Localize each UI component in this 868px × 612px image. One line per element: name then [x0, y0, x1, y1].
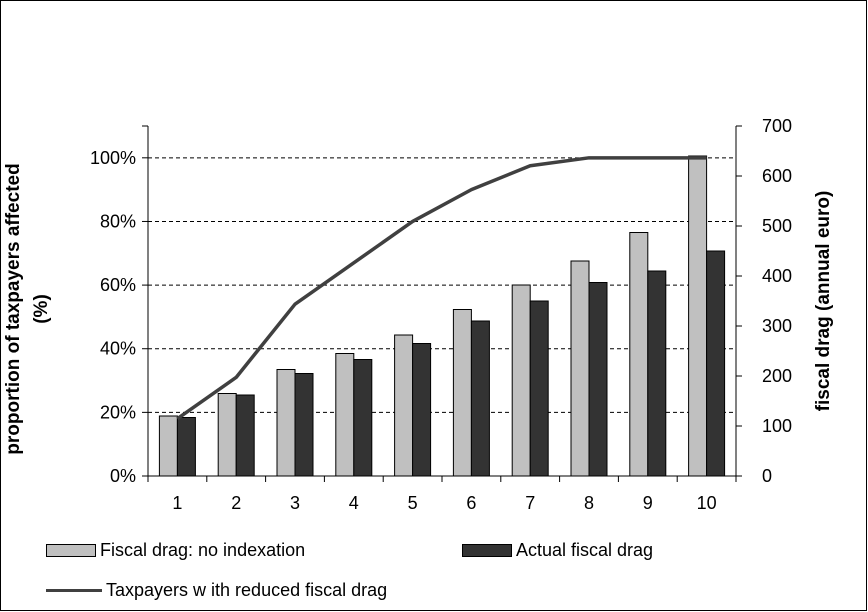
axes: [142, 125, 742, 482]
x-tick-label-8: 8: [584, 493, 594, 513]
bar-no-indexation-6: [452, 309, 472, 477]
bar-actual-6: [470, 320, 490, 477]
bar-actual-5: [412, 343, 432, 477]
bar-no-indexation-7: [511, 284, 531, 477]
bar-no-indexation-5: [394, 334, 414, 477]
bar-actual-3: [294, 373, 314, 477]
left-tick-label-2: 40%: [100, 339, 136, 359]
bar-actual-4: [353, 359, 373, 477]
tick-labels: 0% 20% 40% 60% 80% 100% 0 100 200 300 400 500 600 700…: [90, 116, 792, 513]
bar-no-indexation-10: [688, 155, 708, 477]
bar-no-indexation-2: [217, 393, 237, 477]
bars: [158, 155, 726, 477]
bar-no-indexation-4: [335, 353, 355, 477]
right-tick-label-0: 0: [762, 466, 772, 486]
x-tick-label-9: 9: [643, 493, 653, 513]
x-tick-label-10: 10: [697, 493, 717, 513]
x-tick-label-7: 7: [525, 493, 535, 513]
bar-actual-7: [529, 300, 549, 477]
right-tick-label-3: 300: [762, 316, 792, 336]
x-tick-label-5: 5: [408, 493, 418, 513]
x-tick-label-4: 4: [349, 493, 359, 513]
right-tick-label-7: 700: [762, 116, 792, 136]
right-tick-label-1: 100: [762, 416, 792, 436]
line-series: [176, 156, 707, 421]
bar-actual-8: [588, 282, 608, 477]
bar-actual-1: [176, 417, 196, 477]
x-tick-label-3: 3: [290, 493, 300, 513]
left-axis-title-line1: proportion of taxpayers affected: [3, 163, 24, 454]
right-tick-label-6: 600: [762, 166, 792, 186]
bar-no-indexation-8: [570, 260, 590, 477]
right-axis-title: fiscal drag (annual euro): [813, 191, 834, 412]
x-tick-label-2: 2: [231, 493, 241, 513]
right-tick-label-5: 500: [762, 216, 792, 236]
left-tick-label-0: 0%: [110, 466, 136, 486]
left-tick-label-1: 20%: [100, 402, 136, 422]
x-tick-label-6: 6: [466, 493, 476, 513]
bar-no-indexation-1: [158, 415, 178, 477]
bar-actual-10: [706, 250, 726, 477]
bar-no-indexation-9: [629, 232, 649, 477]
left-tick-label-5: 100%: [90, 148, 136, 168]
bar-no-indexation-3: [276, 369, 296, 477]
right-tick-label-2: 200: [762, 366, 792, 386]
left-axis-title-line2: (%): [31, 294, 52, 324]
line-reduced-fiscal-drag: [176, 156, 707, 421]
right-tick-label-4: 400: [762, 266, 792, 286]
bar-actual-2: [235, 394, 255, 477]
x-tick-label-1: 1: [172, 493, 182, 513]
bar-actual-9: [647, 270, 667, 477]
left-tick-label-4: 80%: [100, 211, 136, 231]
left-tick-label-3: 60%: [100, 275, 136, 295]
